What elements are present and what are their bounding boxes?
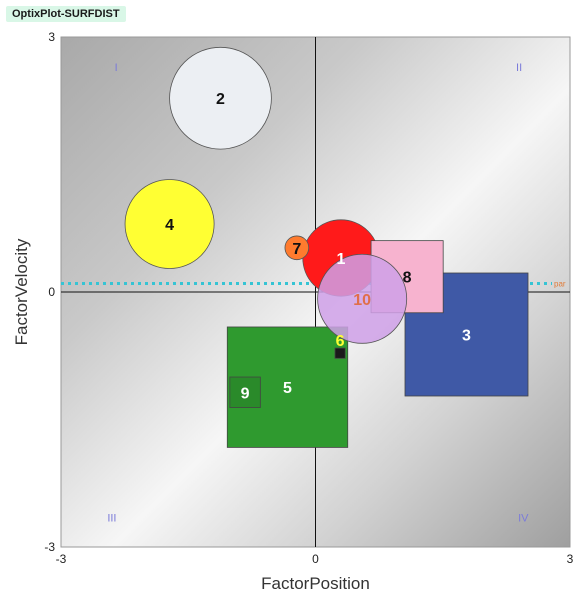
data-point-label-10: 10: [353, 292, 371, 309]
quadrant-label: I: [115, 62, 118, 74]
data-point-label-7: 7: [292, 241, 301, 258]
data-point-label-4: 4: [165, 217, 174, 234]
y-tick-label: 3: [48, 30, 55, 44]
data-point-10: [317, 253, 408, 344]
x-tick-label: -3: [56, 552, 67, 566]
quadrant-label: II: [516, 62, 522, 74]
y-axis-label: FactorVelocity: [12, 238, 31, 345]
data-point-2: [169, 46, 272, 150]
data-point-label-8: 8: [403, 270, 412, 287]
data-point-label-3: 3: [462, 328, 471, 345]
quadrant-label: III: [107, 513, 116, 525]
x-tick-label: 0: [312, 552, 319, 566]
data-point-7: [284, 235, 310, 261]
reference-line-label: par: [554, 280, 566, 289]
data-point-label-1: 1: [336, 251, 345, 268]
data-point-9: [229, 376, 261, 408]
y-tick-label: -3: [44, 540, 55, 554]
data-point-label-6: 6: [336, 333, 345, 350]
y-tick-label: 0: [48, 285, 55, 299]
data-point-6: [334, 347, 346, 359]
quadrant-label: IV: [518, 513, 529, 525]
data-point-label-5: 5: [283, 380, 292, 397]
x-axis-label: FactorPosition: [261, 574, 370, 593]
data-point-4: [124, 179, 215, 269]
x-tick-label: 3: [567, 552, 574, 566]
app-title: OptixPlot-SURFDIST: [6, 6, 126, 22]
data-point-label-2: 2: [216, 91, 225, 108]
data-point-label-9: 9: [241, 385, 250, 402]
